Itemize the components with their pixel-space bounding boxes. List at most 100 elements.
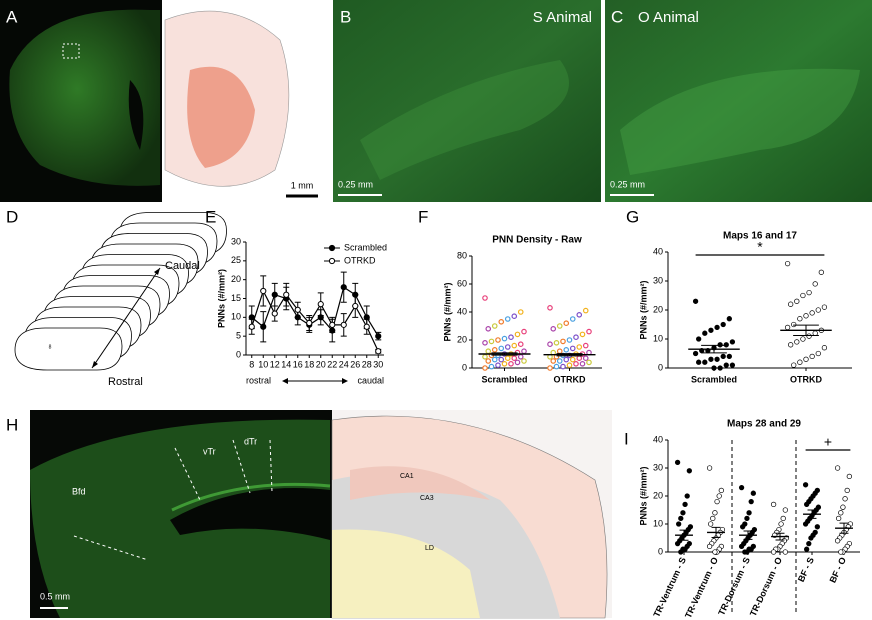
image-texture [360,60,569,180]
x-tick-label: TR-Dorsum - S [716,556,752,617]
error-bar [775,532,785,541]
region-label: Bfd [72,486,86,496]
region-label: vTr [203,446,216,456]
data-point [788,342,794,348]
data-point [806,333,812,339]
data-point [696,336,702,342]
data-point [514,331,521,338]
axis-annotation: caudal [357,375,384,385]
data-point [692,350,699,357]
data-point [846,473,852,480]
scale-label: 0.25 mm [610,179,645,189]
data-point [794,339,800,345]
data-point [566,337,573,343]
data-point [702,359,708,365]
data-point [504,344,511,350]
x-tick-label: 20 [316,359,326,369]
y-tick-label: 60 [457,278,467,288]
data-point [716,493,722,499]
y-axis-label: PNNs (#/mm²) [638,466,648,525]
x-tick-label: 26 [350,359,360,369]
y-tick-label: 10 [653,518,663,528]
data-point [797,316,803,322]
data-point [686,468,692,474]
data-point [782,507,788,513]
data-point [711,365,717,371]
data-point [517,353,524,360]
image-texture [620,68,860,175]
data-point [508,334,514,341]
data-point [674,459,681,466]
panel-letter: I [624,429,629,448]
data-point [804,501,810,508]
roi-box [62,43,80,59]
data-point [582,355,589,362]
atlas-label: LD [425,545,434,552]
data-point [485,358,492,364]
y-tick-label: 20 [457,334,467,344]
data-point [563,356,570,363]
region-lines [73,439,273,561]
y-tick-label: 40 [653,246,663,256]
data-point [742,549,748,555]
data-point [738,484,745,491]
data-point [744,515,750,522]
data-point [511,313,518,320]
panel-letter: C [611,7,623,26]
data-point [521,328,527,335]
x-tick-label: 30 [373,359,383,369]
data-point [821,345,828,351]
data-point [729,339,736,345]
data-point [723,362,729,368]
data-point [680,510,686,516]
marker [306,319,313,327]
data-point [582,342,589,349]
data-point [569,345,576,352]
data-point [676,521,682,527]
data-point [553,363,560,370]
marker [260,287,267,295]
marker [375,348,382,355]
y-tick-label: 0 [658,362,663,372]
y-tick-label: 5 [236,331,241,341]
y-axis-label: PNNs (#/mm²) [216,269,226,328]
data-point [814,524,820,530]
fiber-tract [171,482,331,512]
panel-letter: E [205,207,216,226]
data-point [702,330,708,336]
data-point [800,336,806,342]
y-tick-label: 10 [231,312,241,322]
image-c [605,0,872,202]
data-point [504,316,511,322]
data-point [488,363,495,370]
panel-letter: G [626,207,639,226]
data-point [804,546,810,552]
data-point [491,323,498,329]
data-point [842,496,848,502]
data-point [579,331,586,338]
data-point [498,345,505,352]
data-point [714,498,720,505]
data-point [586,359,592,366]
caudal-label: Caudal [165,260,200,272]
data-point [491,346,498,353]
data-point [714,324,720,331]
data-point [556,358,563,364]
data-point [717,365,723,371]
data-point [674,540,681,547]
data-point [838,510,844,516]
data-point [501,335,508,342]
marker [271,310,278,317]
x-tick-label: BF - S [796,556,816,584]
atlas-hippocampus [350,466,490,500]
x-tick-label: 22 [327,359,337,369]
error-bar [793,324,819,337]
panel-letter: B [340,7,351,26]
y-tick-label: 30 [231,236,241,246]
marker [375,333,382,340]
data-point [836,515,842,522]
data-point [778,521,784,527]
data-point [569,316,576,322]
y-tick-label: 30 [653,275,663,285]
